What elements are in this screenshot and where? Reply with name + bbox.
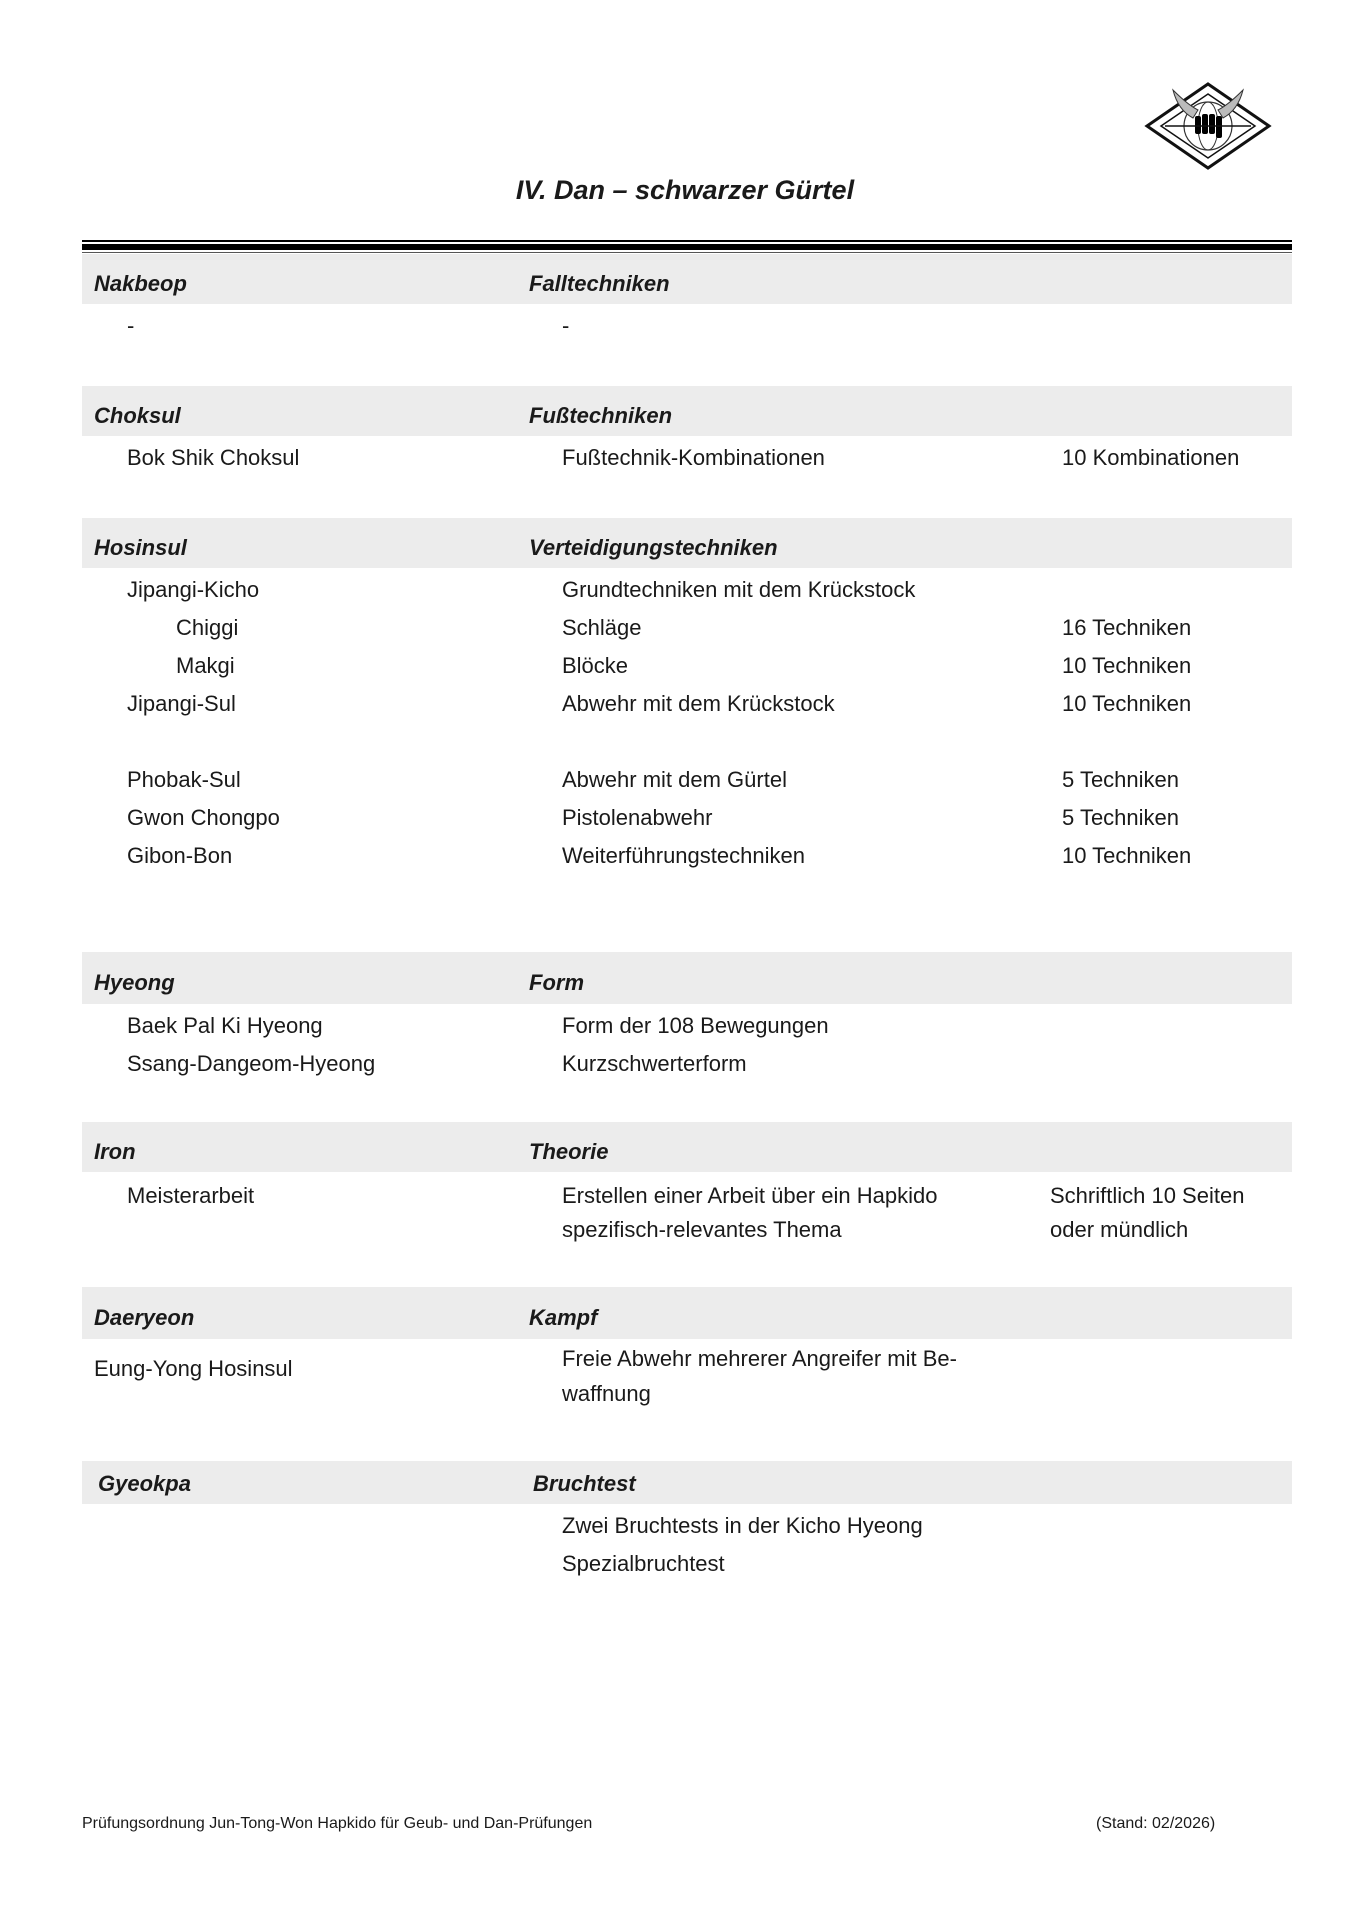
section-header-band xyxy=(82,1287,1292,1339)
section-german-title: Theorie xyxy=(529,1139,609,1164)
section-header-band xyxy=(82,1461,1292,1504)
row-korean: Bok Shik Choksul xyxy=(127,445,300,470)
section-header-band xyxy=(82,952,1292,1004)
row-korean: Gibon-Bon xyxy=(127,843,233,868)
row-korean: Gwon Chongpo xyxy=(127,805,280,830)
section-korean-title: Daeryeon xyxy=(94,1305,195,1330)
row-german: waffnung xyxy=(562,1381,651,1406)
row-count: 5 Techniken xyxy=(1062,805,1180,830)
row-count: Schriftlich 10 Seiten xyxy=(1050,1183,1245,1208)
section-german-title: Form xyxy=(529,970,584,995)
section-korean-title: Hosinsul xyxy=(94,535,187,560)
row-korean: Makgi xyxy=(176,653,235,678)
row-german: Grundtechniken mit dem Krückstock xyxy=(562,577,916,602)
row-german: Form der 108 Bewegungen xyxy=(562,1013,829,1038)
row-german: Erstellen einer Arbeit über ein Hapkido xyxy=(562,1183,938,1208)
row-count: 10 Techniken xyxy=(1062,653,1192,678)
row-count: oder mündlich xyxy=(1050,1217,1189,1242)
row-german: - xyxy=(562,313,570,338)
footer-title: Prüfungsordnung Jun-Tong-Won Hapkido für… xyxy=(82,1815,593,1832)
row-korean: Jipangi-Sul xyxy=(127,691,236,716)
row-german: Blöcke xyxy=(562,653,629,678)
row-german: Kurzschwerterform xyxy=(562,1051,747,1076)
footer-date: (Stand: 02/2026) xyxy=(1096,1815,1216,1832)
top-rule xyxy=(82,240,1292,242)
section-header-band xyxy=(82,518,1292,568)
row-korean: - xyxy=(127,313,135,338)
section-german-title: Bruchtest xyxy=(533,1471,636,1496)
row-count: 10 Kombinationen xyxy=(1062,445,1240,470)
section-korean-title: Choksul xyxy=(94,403,181,428)
row-german: Weiterführungstechniken xyxy=(562,843,805,868)
row-korean: Baek Pal Ki Hyeong xyxy=(127,1013,323,1038)
row-korean: Phobak-Sul xyxy=(127,767,241,792)
row-count: 10 Techniken xyxy=(1062,843,1192,868)
section-korean-title: Gyeokpa xyxy=(98,1471,191,1496)
row-german: Abwehr mit dem Gürtel xyxy=(562,767,787,792)
row-count: 16 Techniken xyxy=(1062,615,1192,640)
section-korean-title: Iron xyxy=(94,1139,136,1164)
section-german-title: Falltechniken xyxy=(529,271,670,296)
section-korean-title: Nakbeop xyxy=(94,271,187,296)
club-logo xyxy=(1144,82,1272,170)
row-korean: Eung-Yong Hosinsul xyxy=(94,1356,293,1381)
section-korean-title: Hyeong xyxy=(94,970,175,995)
row-korean: Chiggi xyxy=(176,615,239,640)
row-german: Spezialbruchtest xyxy=(562,1551,725,1576)
section-header-band xyxy=(82,254,1292,304)
row-count: 5 Techniken xyxy=(1062,767,1180,792)
section-header-band xyxy=(82,1122,1292,1172)
top-rule-thin xyxy=(82,252,1292,253)
row-count: 10 Techniken xyxy=(1062,691,1192,716)
section-header-band xyxy=(82,386,1292,436)
row-german: Freie Abwehr mehrerer Angreifer mit Be- xyxy=(562,1346,957,1371)
row-german: Fußtechnik-Kombinationen xyxy=(562,445,825,470)
top-rule-thick xyxy=(82,244,1292,250)
row-german: Zwei Bruchtests in der Kicho Hyeong xyxy=(562,1513,923,1538)
row-german: Schläge xyxy=(562,615,642,640)
row-german: spezifisch-relevantes Thema xyxy=(562,1217,842,1242)
section-german-title: Kampf xyxy=(529,1305,598,1330)
row-korean: Ssang-Dangeom-Hyeong xyxy=(127,1051,376,1076)
section-german-title: Fußtechniken xyxy=(529,403,673,428)
row-german: Pistolenabwehr xyxy=(562,805,713,830)
row-german: Abwehr mit dem Krückstock xyxy=(562,691,835,716)
section-german-title: Verteidigungstechniken xyxy=(529,535,778,560)
page-title: IV. Dan – schwarzer Gürtel xyxy=(515,175,855,205)
row-korean: Meisterarbeit xyxy=(127,1183,255,1208)
row-korean: Jipangi-Kicho xyxy=(127,577,260,602)
